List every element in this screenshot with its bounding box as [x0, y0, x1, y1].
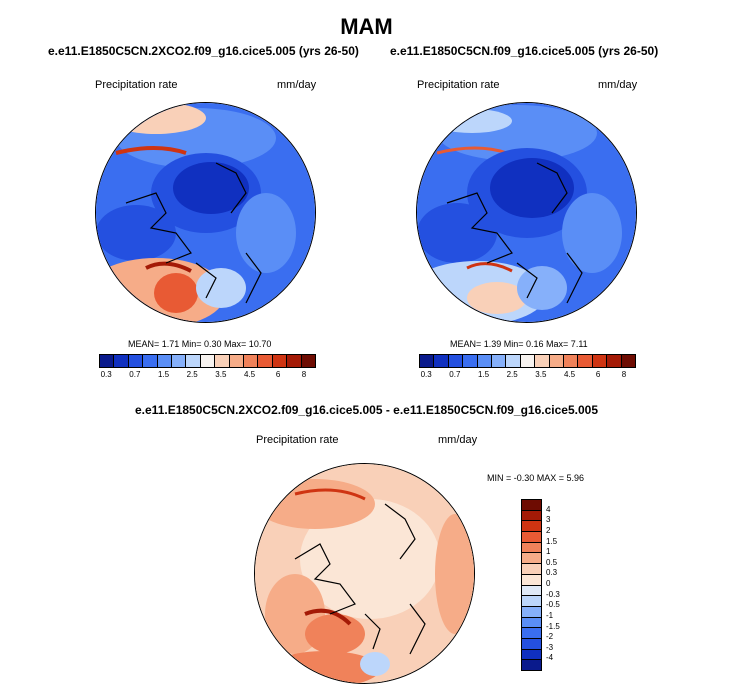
colorbar-tick-label: 0.7 [129, 370, 141, 379]
colorbar-swatch [185, 355, 200, 367]
panel2-colorbar [419, 354, 636, 368]
colorbar-swatch [522, 648, 541, 660]
colorbar-tick-label: 6 [595, 370, 601, 379]
colorbar-tick-label: -2 [546, 632, 554, 642]
diff-colorbar [521, 499, 542, 671]
colorbar-swatch [606, 355, 621, 367]
colorbar-swatch [447, 355, 463, 367]
colorbar-tick-label: 0.3 [100, 370, 112, 379]
colorbar-tick-label: 6 [275, 370, 281, 379]
colorbar-swatch [228, 355, 244, 367]
colorbar-tick-label: 1.5 [477, 370, 490, 379]
panel2-polar-map [416, 102, 637, 323]
colorbar-swatch [522, 584, 541, 596]
panel1-field-label: Precipitation rate [95, 79, 178, 91]
panel2-stats: MEAN= 1.39 Min= 0.16 Max= 7.11 [450, 339, 588, 349]
colorbar-tick-label: 1 [546, 547, 551, 557]
colorbar-swatch [548, 355, 564, 367]
colorbar-tick-label: 3 [546, 515, 551, 525]
colorbar-swatch [142, 355, 157, 367]
colorbar-tick-label: 3.5 [535, 370, 547, 379]
colorbar-swatch [522, 637, 541, 649]
colorbar-tick-label: 2.5 [186, 370, 198, 379]
colorbar-tick-label: 4 [546, 504, 551, 514]
colorbar-tick-label: -1 [546, 610, 554, 620]
diff-title: e.e11.E1850C5CN.2XCO2.f09_g16.cice5.005 … [135, 403, 598, 417]
colorbar-swatch [522, 659, 541, 670]
panel1-stats: MEAN= 1.71 Min= 0.30 Max= 10.70 [128, 339, 272, 349]
colorbar-swatch [534, 355, 549, 367]
colorbar-swatch [199, 355, 215, 367]
colorbar-tick-label: 0.3 [420, 370, 432, 379]
colorbar-swatch [257, 355, 272, 367]
colorbar-swatch [476, 355, 492, 367]
colorbar-swatch [620, 355, 636, 367]
colorbar-tick-label: 8 [621, 370, 627, 379]
colorbar-tick-label: 4.5 [243, 370, 256, 379]
colorbar-tick-label: -4 [546, 653, 554, 663]
colorbar-swatch [420, 355, 434, 367]
colorbar-swatch [505, 355, 520, 367]
colorbar-tick-label: 2.5 [506, 370, 518, 379]
panel2-units: mm/day [598, 79, 638, 91]
colorbar-swatch [462, 355, 477, 367]
colorbar-tick-label: -1.5 [546, 621, 560, 631]
colorbar-swatch [286, 355, 301, 367]
diff-minmax: MIN = -0.30 MAX = 5.96 [487, 473, 585, 483]
panel1-units: mm/day [277, 79, 317, 91]
colorbar-tick-label: 4.5 [563, 370, 576, 379]
colorbar-swatch [522, 627, 541, 638]
colorbar-swatch [522, 520, 541, 532]
colorbar-swatch [522, 552, 541, 564]
colorbar-swatch [127, 355, 143, 367]
colorbar-swatch [522, 595, 541, 606]
colorbar-tick-label: 0.5 [546, 557, 558, 567]
colorbar-tick-label: 2 [546, 525, 551, 535]
panel2-colorbar-ticks: 0.3 0.7 1.5 2.5 3.5 4.5 6 8 [419, 370, 634, 380]
colorbar-swatch [522, 605, 541, 617]
colorbar-tick-label: 0.7 [449, 370, 461, 379]
colorbar-swatch [519, 355, 535, 367]
colorbar-tick-label: 1.5 [157, 370, 170, 379]
panel1-colorbar [99, 354, 316, 368]
colorbar-tick-label: 0 [546, 579, 551, 588]
colorbar-tick-label: 0.3 [546, 568, 558, 578]
colorbar-swatch [300, 355, 316, 367]
colorbar-swatch [156, 355, 172, 367]
diff-colorbar-labels: 4 3 2 1.5 1 0.5 0.3 0 -0.3 -0.5 -1 -1.5 -2 -3 -4 [546, 499, 576, 669]
colorbar-swatch [271, 355, 287, 367]
colorbar-tick-label: 3.5 [215, 370, 227, 379]
colorbar-swatch [100, 355, 114, 367]
colorbar-tick-label: -0.3 [546, 589, 560, 599]
colorbar-swatch [491, 355, 506, 367]
panel2-field-label: Precipitation rate [417, 79, 500, 91]
colorbar-swatch [113, 355, 128, 367]
colorbar-swatch [522, 573, 541, 585]
diff-field-label: Precipitation rate [256, 434, 339, 446]
colorbar-swatch [522, 563, 541, 574]
diff-polar-map [254, 463, 475, 684]
colorbar-swatch [563, 355, 578, 367]
colorbar-swatch [171, 355, 186, 367]
panel1-polar-map [95, 102, 316, 323]
colorbar-swatch [522, 541, 541, 553]
colorbar-tick-label: 8 [301, 370, 307, 379]
colorbar-tick-label: 1.5 [546, 536, 558, 546]
colorbar-swatch [591, 355, 607, 367]
colorbar-tick-label: -0.5 [546, 600, 560, 610]
colorbar-swatch [522, 616, 541, 628]
figure-title: MAM [340, 14, 393, 39]
panel1-colorbar-ticks: 0.3 0.7 1.5 2.5 3.5 4.5 6 8 [99, 370, 314, 380]
colorbar-swatch [522, 500, 541, 510]
panel1-case-title: e.e11.E1850C5CN.2XCO2.f09_g16.cice5.005 … [48, 44, 359, 58]
diff-units: mm/day [438, 434, 478, 446]
panel2-case-title: e.e11.E1850C5CN.f09_g16.cice5.005 (yrs 2… [390, 44, 659, 58]
colorbar-swatch [522, 531, 541, 542]
colorbar-swatch [214, 355, 229, 367]
colorbar-tick-label: -3 [546, 642, 554, 652]
colorbar-swatch [577, 355, 592, 367]
colorbar-swatch [433, 355, 448, 367]
colorbar-swatch [522, 509, 541, 521]
colorbar-swatch [243, 355, 258, 367]
